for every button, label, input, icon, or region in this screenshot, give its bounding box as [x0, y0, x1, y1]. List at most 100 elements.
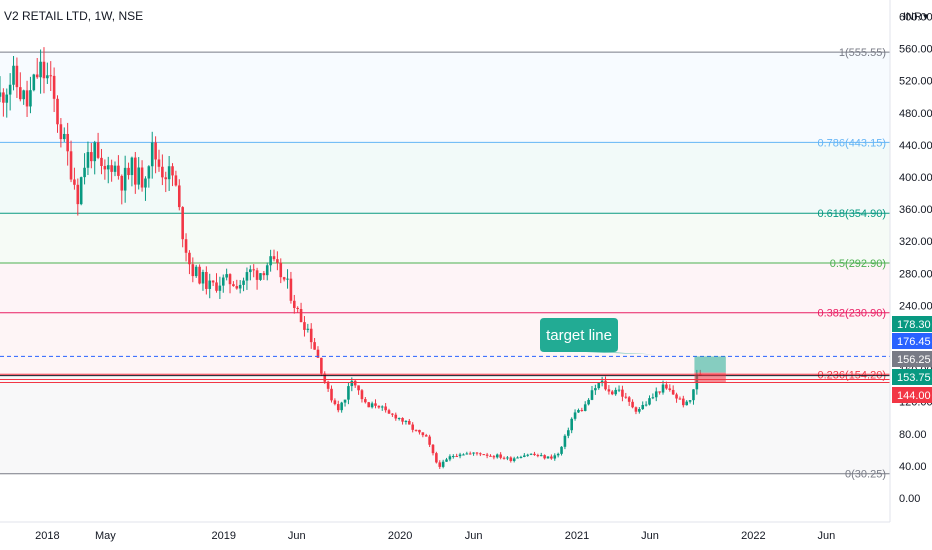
candle-body [313, 342, 316, 350]
time-tick-label: 2022 [741, 530, 765, 542]
candle [367, 401, 371, 408]
candle-body [276, 259, 279, 263]
time-tick-label: Jun [465, 530, 483, 542]
candle-body [8, 84, 12, 95]
chevron-down-icon[interactable]: ▾ [923, 11, 929, 23]
candle-body [526, 454, 530, 456]
candle-body [140, 167, 144, 188]
candle-body [137, 167, 140, 185]
candle-body [590, 390, 594, 400]
candle-body [661, 384, 665, 393]
candle-body [472, 452, 475, 454]
candle-body [536, 455, 540, 457]
candle-body [96, 142, 100, 158]
price-tag-bg [892, 351, 932, 367]
time-tick-label: May [95, 530, 116, 542]
price-tick-label: 400.00 [899, 172, 932, 184]
candle-body [323, 373, 327, 382]
candle-body [46, 75, 49, 79]
candle [272, 249, 276, 262]
candle [123, 155, 127, 203]
candle [117, 155, 120, 180]
position-loss-zone [694, 372, 726, 383]
candle-body [245, 272, 249, 281]
candle-body [154, 142, 157, 160]
candle [556, 452, 560, 458]
candle [441, 459, 445, 469]
time-axis[interactable]: 2018 May 2019 Jun 2020 Jun 2021 Jun 2022 Jun [35, 530, 835, 542]
candle-body [320, 357, 323, 374]
candle-body [32, 74, 36, 91]
candle-body [333, 400, 337, 405]
candle [269, 249, 272, 272]
price-tag-value: 153.75 [897, 372, 931, 384]
candle-body [144, 178, 147, 188]
candle [144, 176, 147, 201]
candle-body [353, 380, 357, 386]
candle [421, 432, 425, 438]
candle-body [117, 165, 120, 176]
candle-body [184, 239, 188, 253]
candle-body [306, 328, 310, 330]
candle [638, 407, 641, 414]
candle [120, 174, 124, 205]
candle-body [265, 265, 269, 276]
candle-body [211, 280, 215, 283]
candle [391, 413, 394, 417]
price-axis[interactable]: 0.0040.0080.00120.00160.00200.00240.0028… [899, 12, 932, 506]
candle-body [49, 75, 53, 77]
candle [607, 385, 611, 395]
candle [18, 72, 22, 102]
price-tag-bg [892, 333, 932, 349]
candle [495, 453, 499, 459]
candle [455, 453, 458, 458]
candle-body [523, 455, 526, 457]
price-tag-value: 144.00 [897, 390, 931, 402]
candle [418, 429, 421, 435]
candle [671, 385, 675, 395]
price-tick-label: 40.00 [899, 461, 927, 473]
currency-unit[interactable]: INR ▾ [903, 11, 929, 23]
candle-body [492, 456, 496, 458]
candle [174, 170, 178, 187]
price-tick-label: 360.00 [899, 204, 932, 216]
candle-body [86, 152, 90, 168]
candle-body [79, 177, 83, 205]
candle-body [418, 429, 421, 433]
candle [563, 434, 567, 450]
candle [66, 122, 69, 166]
candle-body [692, 389, 695, 401]
candle [451, 454, 455, 459]
candle-body [556, 453, 560, 456]
candle [5, 88, 9, 118]
candle [468, 451, 472, 455]
candle [62, 127, 66, 142]
candle-body [292, 300, 296, 308]
candle-body [468, 453, 472, 455]
candle-body [671, 389, 675, 395]
candle-body [364, 399, 367, 403]
candle [46, 62, 49, 84]
candle-body [516, 457, 519, 459]
price-tag-bg [892, 387, 932, 403]
candle [73, 167, 76, 190]
candle [580, 407, 584, 412]
candle [543, 454, 546, 460]
candle-body [421, 432, 425, 436]
candle [428, 434, 431, 448]
candle-body [648, 398, 651, 405]
candle-body [685, 401, 688, 406]
price-tick-label: 320.00 [899, 236, 932, 248]
candle-body [638, 408, 641, 412]
candle-body [495, 454, 499, 458]
target-line-callout[interactable]: target line [540, 318, 655, 355]
candle [489, 454, 492, 457]
candle-body [509, 457, 513, 461]
candle [15, 57, 19, 98]
candle [404, 420, 408, 425]
candle [631, 399, 634, 409]
candle-body [225, 274, 228, 278]
candle [387, 408, 391, 414]
candle [688, 400, 692, 404]
